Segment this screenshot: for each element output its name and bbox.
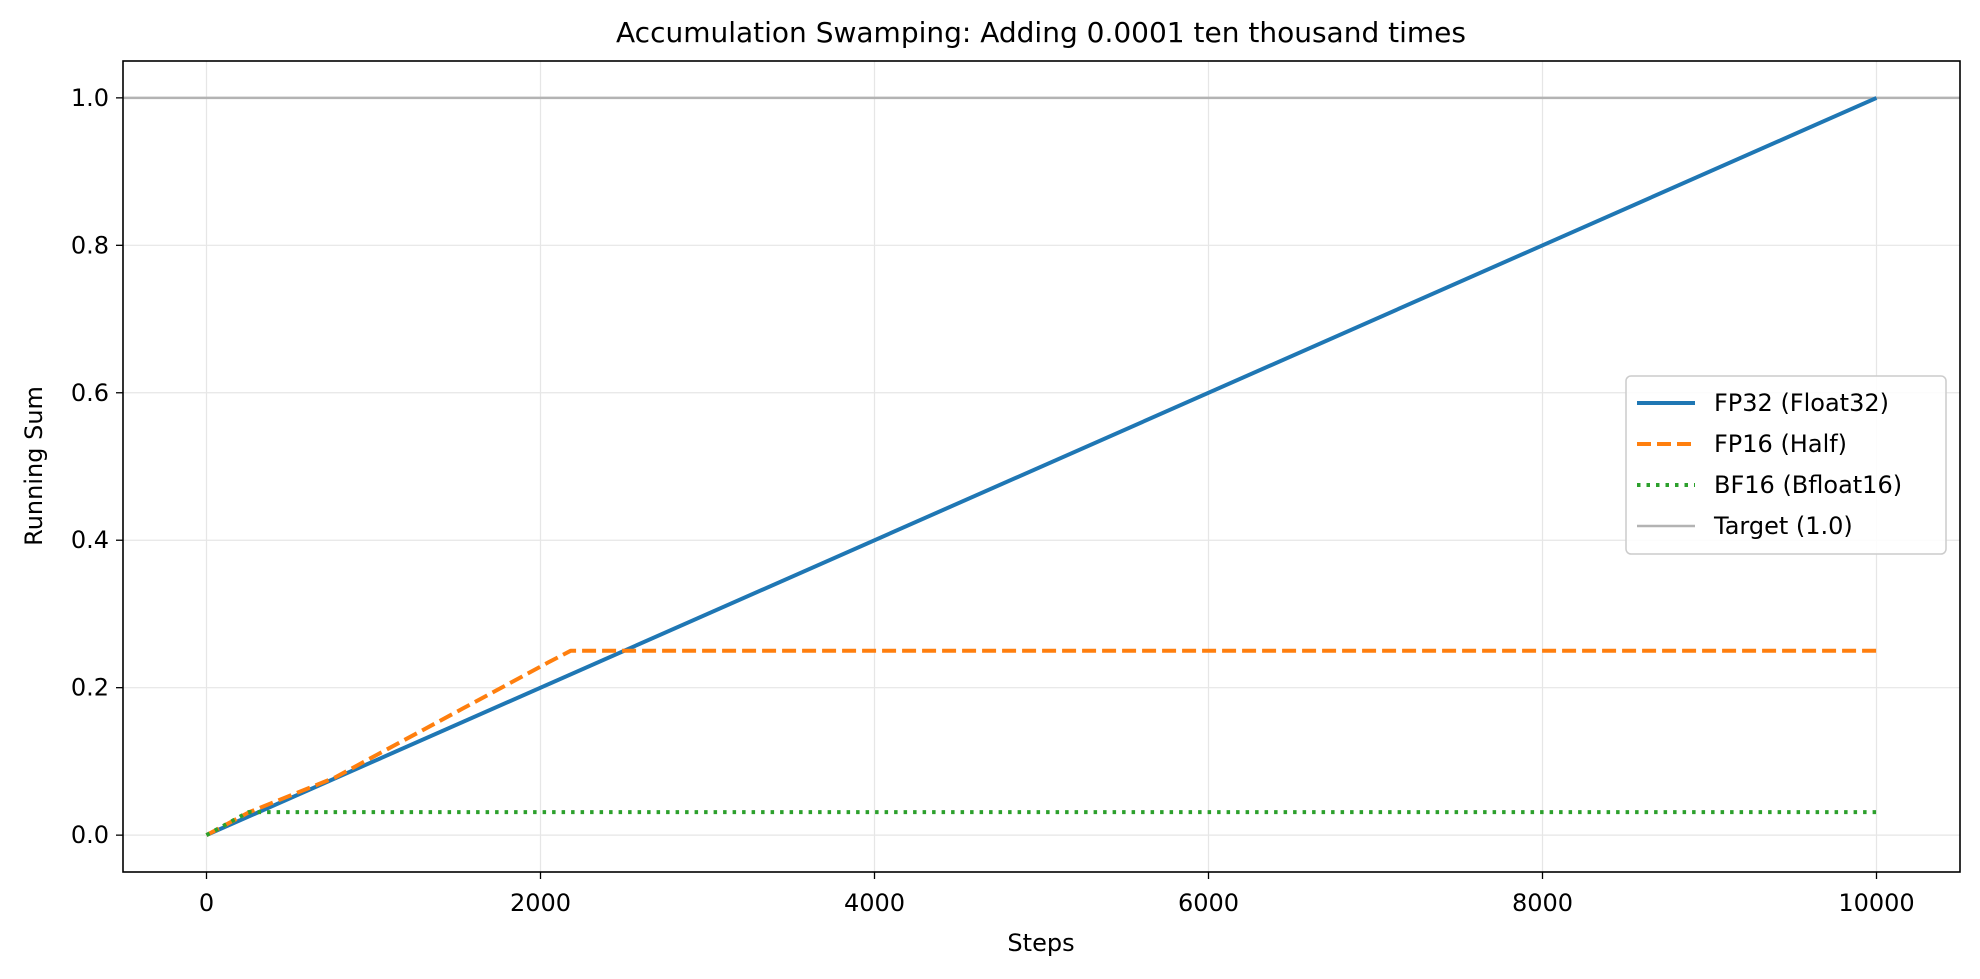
y-tick-label: 1.0 bbox=[71, 84, 109, 112]
y-tick-label: 0.2 bbox=[71, 674, 109, 702]
x-tick-label: 2000 bbox=[510, 889, 571, 917]
plot-frame bbox=[122, 60, 1961, 873]
legend-label-bf16-bfloat16: BF16 (Bfloat16) bbox=[1714, 471, 1902, 499]
series-line-bf16-bfloat16 bbox=[205, 810, 1877, 837]
x-tick-label: 10000 bbox=[1838, 889, 1914, 917]
y-tick-label: 0.4 bbox=[71, 526, 109, 554]
y-tick-label: 0.0 bbox=[71, 821, 109, 849]
series-line-fp32-float32 bbox=[205, 96, 1878, 837]
y-tick-label: 0.8 bbox=[71, 231, 109, 259]
legend-label-target-1-0: Target (1.0) bbox=[1713, 512, 1853, 540]
x-tick-label: 0 bbox=[199, 889, 214, 917]
chart-title: Accumulation Swamping: Adding 0.0001 ten… bbox=[616, 16, 1466, 49]
x-tick-label: 8000 bbox=[1512, 889, 1573, 917]
axis-ticks: 0 2000 4000 6000 8000 10000 0.0 0.2 0.4 0.6 0.8 1.0 bbox=[71, 84, 1915, 917]
y-axis-label: Running Sum bbox=[20, 386, 48, 546]
legend-label-fp32-float32: FP32 (Float32) bbox=[1714, 389, 1889, 417]
x-tick-label: 6000 bbox=[1178, 889, 1239, 917]
y-tick-label: 0.6 bbox=[71, 379, 109, 407]
x-axis-label: Steps bbox=[1007, 929, 1074, 957]
legend: FP32 (Float32) FP16 (Half) BF16 (Bfloat16)… bbox=[1625, 375, 1947, 555]
legend-label-fp16-half: FP16 (Half) bbox=[1714, 430, 1847, 458]
series-line-fp16-half bbox=[205, 648, 1877, 837]
x-tick-label: 4000 bbox=[844, 889, 905, 917]
plot-lines bbox=[123, 96, 1960, 837]
legend-box bbox=[1625, 375, 1947, 555]
